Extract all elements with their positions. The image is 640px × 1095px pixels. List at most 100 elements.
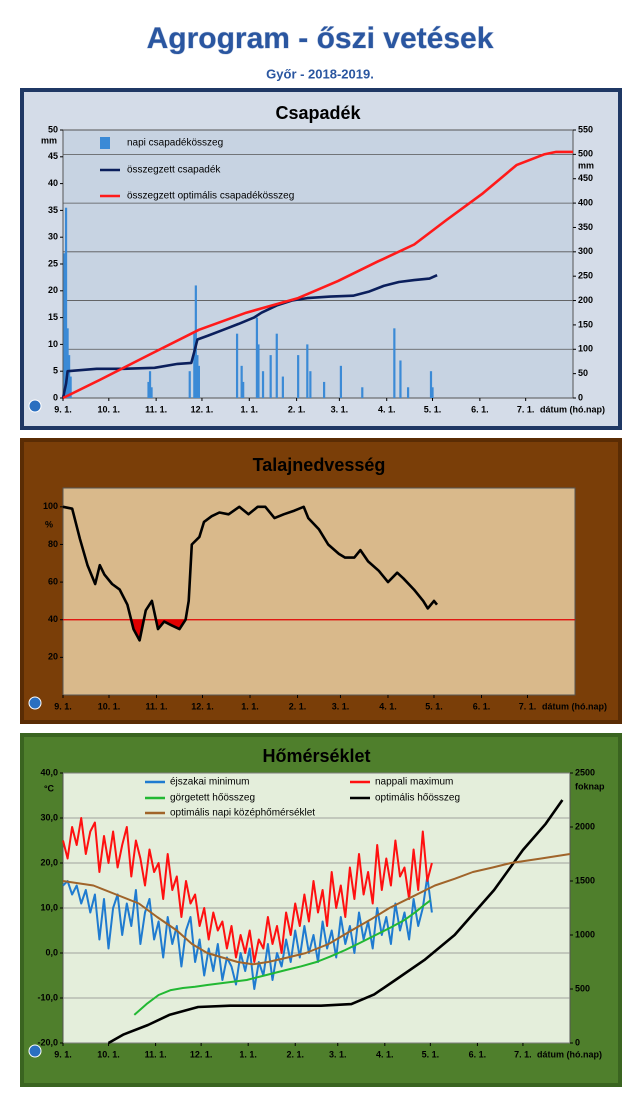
chart-panel: Hőmérséklet -20,0 -10,0 0,0 10,0 20,0 30,0 40,0… [20,733,622,1087]
y2-unit: mm [578,160,594,170]
legend-label: nappali maximum [375,777,453,788]
chart-panel: Csapadék05101520253035404550050100150200… [20,88,622,430]
legend-label: éjszakai minimum [170,777,249,788]
y-tick-label: 10,0 [40,902,58,912]
page-title: Agrogram - őszi vetések [147,22,494,55]
bar [193,333,196,398]
bar [147,381,150,398]
bar [406,387,410,398]
bar [197,365,200,398]
y-tick-label: 30,0 [40,812,58,822]
x-tick-label: 4. 1. [376,1049,394,1059]
bar [361,387,364,398]
y-tick-label: 40 [48,178,58,188]
y2-tick-label: 100 [578,344,593,354]
y-tick-label: 0,0 [45,947,58,957]
bar [393,328,396,398]
y-tick-label: 15 [48,312,58,322]
logo [28,1044,42,1058]
x-tick-label: 3. 1. [329,1049,347,1059]
x-tick-label: 6. 1. [469,1049,487,1059]
x-tick-label: 1. 1. [241,701,259,711]
y-tick-label: -20,0 [37,1037,58,1047]
y-tick-label: 20 [48,285,58,295]
x-axis-label: dátum (hó.nap) [542,701,607,711]
bar [188,371,191,398]
x-tick-label: 3. 1. [332,701,350,711]
y2-tick-label: 2000 [575,821,595,831]
chart-title: Hőmérséklet [262,746,370,766]
bar [235,333,239,398]
plot-area [62,129,574,399]
y2-tick-label: 0 [575,1037,580,1047]
y-unit: °C [44,783,55,793]
x-tick-label: 5. 1. [422,1049,440,1059]
legend-swatch [100,137,110,149]
y2-tick-label: 300 [578,246,593,256]
y-tick-label: 20 [48,652,58,662]
y-tick-label: 60 [48,576,58,586]
y-tick-label: 25 [48,258,58,268]
logo [28,399,42,413]
bar [261,371,265,398]
bar [63,253,66,398]
bar [429,371,433,398]
bar [269,355,272,398]
y-tick-label: 30 [48,232,58,242]
y-tick-label: -10,0 [37,992,58,1002]
bar [339,365,343,398]
bar [240,365,243,398]
x-tick-label: 6. 1. [471,404,489,414]
x-tick-label: 1. 1. [239,1049,257,1059]
bar [275,333,278,398]
x-tick-label: 9. 1. [54,404,72,414]
legend-label: összegzett optimális csapadékösszeg [127,191,294,202]
y-unit: mm [41,135,57,145]
x-tick-label: 2. 1. [288,404,306,414]
legend-label: összegzett csapadék [127,165,221,176]
x-tick-label: 10. 1. [98,404,121,414]
x-tick-label: 7. 1. [517,404,535,414]
legend-label: optimális hőösszeg [375,793,460,804]
x-tick-label: 11. 1. [145,1049,167,1059]
y-tick-label: 10 [48,339,58,349]
bar [257,344,260,398]
bar [297,355,300,398]
bar [242,381,245,398]
series-line [133,899,431,1016]
bar [64,207,68,398]
legend-label: optimális napi középhőmérséklet [170,808,315,819]
chart-title: Csapadék [275,103,361,123]
y2-tick-label: 500 [578,149,593,159]
bar [150,387,153,398]
x-tick-label: 3. 1. [331,404,349,414]
x-tick-label: 7. 1. [514,1049,532,1059]
y2-tick-label: 500 [575,983,590,993]
series-line [62,875,433,990]
y2-unit: foknap [575,781,605,791]
y2-tick-label: 550 [578,124,593,134]
y-tick-label: 40,0 [40,767,58,777]
y2-tick-label: 250 [578,271,593,281]
series-line [61,274,438,399]
y2-tick-label: 450 [578,173,593,183]
x-axis-label: dátum (hó.nap) [540,404,605,414]
y2-tick-label: 0 [578,392,583,402]
x-tick-label: 9. 1. [54,701,72,711]
x-tick-label: 4. 1. [378,404,396,414]
bar [306,344,309,398]
y-tick-label: 20,0 [40,857,58,867]
plot-area [62,487,576,696]
chart-title: Talajnedvesség [253,455,386,475]
y-tick-label: 100 [43,501,58,511]
x-tick-label: 1. 1. [241,404,259,414]
y-tick-label: 40 [48,614,58,624]
bar [196,355,199,398]
series-line [62,853,571,966]
bar [69,376,72,398]
y-tick-label: 45 [48,151,58,161]
series-line [62,817,433,963]
bar [68,355,71,398]
bar [399,360,402,398]
